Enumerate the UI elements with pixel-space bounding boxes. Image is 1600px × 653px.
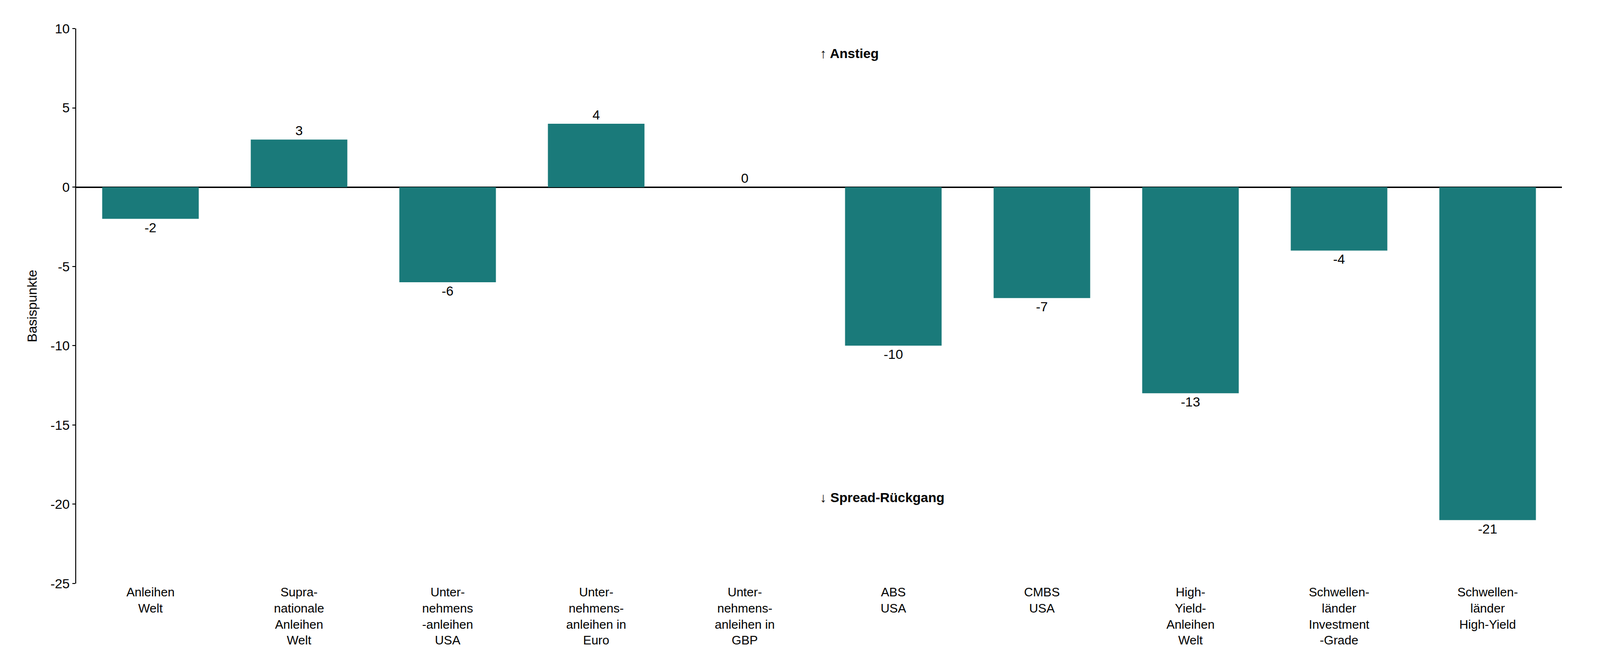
svg-text:-4: -4 — [1333, 251, 1346, 267]
svg-text:5: 5 — [62, 100, 70, 116]
svg-text:-13: -13 — [1180, 394, 1200, 410]
svg-text:↓ Spread-Rückgang: ↓ Spread-Rückgang — [820, 490, 945, 506]
svg-text:4: 4 — [592, 107, 600, 123]
svg-text:AnleihenWelt: AnleihenWelt — [126, 585, 175, 616]
svg-text:0: 0 — [62, 180, 70, 195]
svg-text:Basispunkte: Basispunkte — [24, 270, 40, 343]
svg-text:-6: -6 — [441, 283, 454, 299]
svg-text:Supra-nationaleAnleihenWelt: Supra-nationaleAnleihenWelt — [273, 585, 325, 648]
svg-text:Unter-nehmens-anleihen inEuro: Unter-nehmens-anleihen inEuro — [566, 585, 627, 648]
svg-text:Schwellen-länderInvestment-Gra: Schwellen-länderInvestment-Grade — [1308, 585, 1370, 648]
svg-text:-15: -15 — [50, 418, 70, 433]
svg-text:Unter-nehmens-anleihen inGBP: Unter-nehmens-anleihen inGBP — [714, 585, 775, 648]
svg-text:CMBSUSA: CMBSUSA — [1023, 585, 1060, 616]
svg-text:10: 10 — [54, 21, 70, 37]
svg-text:-5: -5 — [57, 259, 70, 275]
svg-text:Unter-nehmens-anleihenUSA: Unter-nehmens-anleihenUSA — [422, 585, 474, 648]
svg-text:3: 3 — [295, 123, 303, 139]
svg-text:↑ Anstieg: ↑ Anstieg — [820, 46, 879, 61]
svg-text:-21: -21 — [1478, 521, 1498, 537]
svg-text:Schwellen-länderHigh-Yield: Schwellen-länderHigh-Yield — [1457, 585, 1518, 632]
svg-text:0: 0 — [740, 170, 749, 186]
svg-text:-10: -10 — [50, 338, 70, 354]
svg-text:-10: -10 — [883, 347, 903, 362]
svg-text:-7: -7 — [1036, 299, 1049, 315]
svg-text:High-Yield-AnleihenWelt: High-Yield-AnleihenWelt — [1166, 585, 1215, 648]
svg-text:ABSUSA: ABSUSA — [880, 585, 907, 616]
svg-text:-2: -2 — [144, 220, 157, 236]
svg-text:-25: -25 — [50, 576, 70, 592]
svg-text:-20: -20 — [50, 497, 70, 512]
